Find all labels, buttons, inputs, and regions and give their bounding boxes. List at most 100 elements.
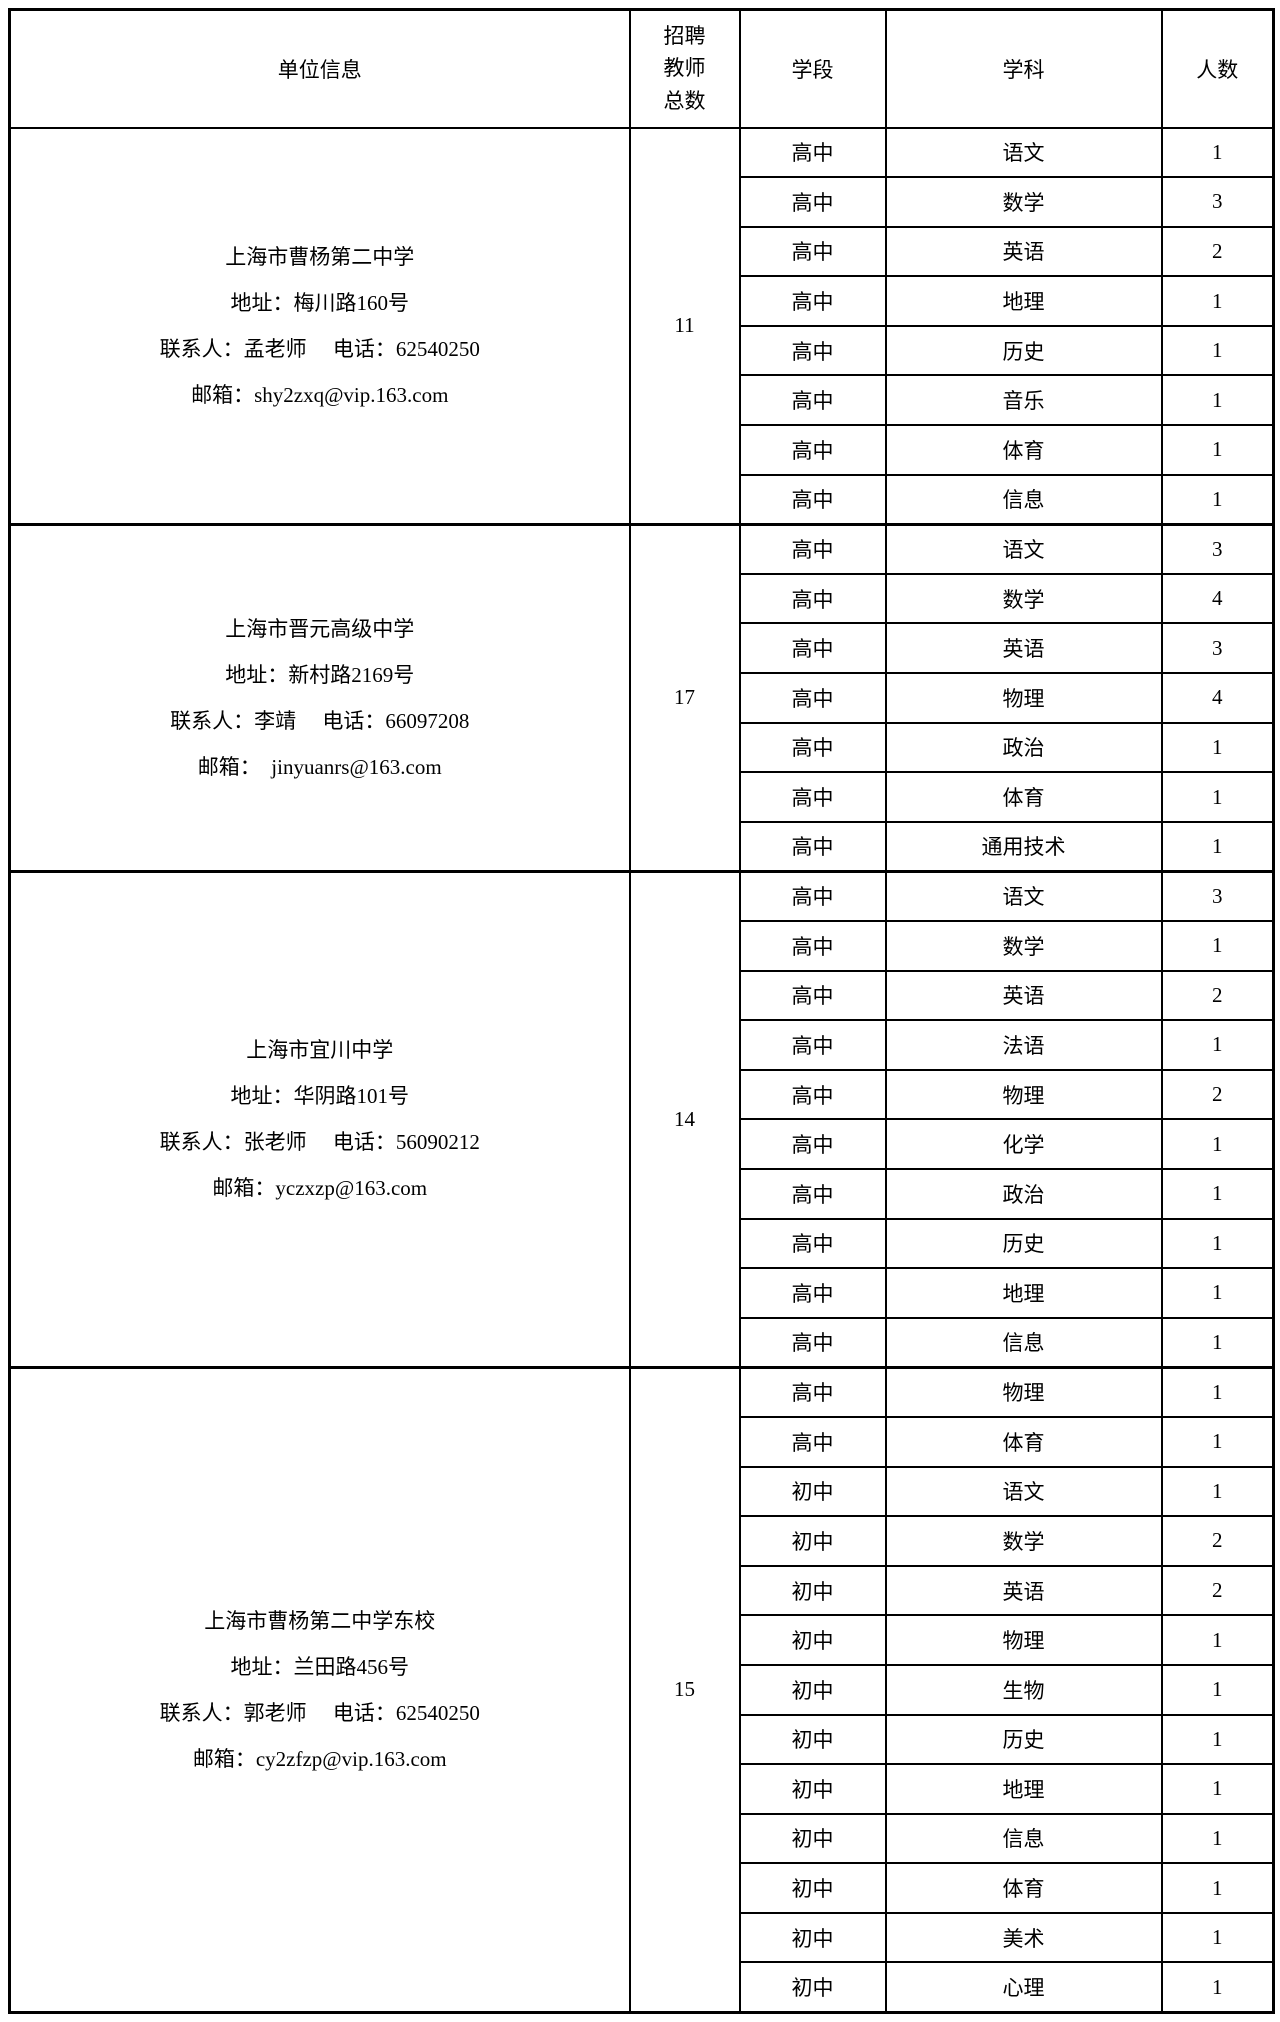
count-cell: 1 [1160, 1713, 1275, 1766]
stage-cell: 高中 [738, 1118, 887, 1170]
stage-cell: 高中 [738, 126, 887, 179]
subject-row: 高中 物理 4 [10, 672, 1275, 724]
subject-row: 高中 数学 3 [10, 176, 1275, 228]
count-cell: 3 [1160, 622, 1275, 675]
count-cell: 1 [1160, 126, 1275, 179]
count-cell: 2 [1160, 1564, 1275, 1617]
subject-row: 高中 地理 1 [10, 1267, 1275, 1319]
school-contact: 联系人：张老师 电话：56090212 [159, 1130, 480, 1155]
stage-cell: 高中 [738, 1316, 887, 1369]
count-cell: 1 [1160, 1365, 1275, 1418]
subject-row: 初中 信息 1 [10, 1812, 1275, 1865]
count-cell: 1 [1160, 1763, 1275, 1815]
subject-cell: 物理 [884, 1068, 1163, 1121]
subject-cell: 语文 [884, 126, 1163, 179]
count-cell: 1 [1160, 820, 1275, 873]
stage-cell: 高中 [738, 225, 887, 278]
school-contact: 联系人：郭老师 电话：62540250 [159, 1700, 480, 1725]
count-cell: 1 [1160, 324, 1275, 377]
subject-row: 上海市宜川中学 地址：华阴路101号 联系人：张老师 电话：56090212 邮箱：y… [8, 869, 1275, 1369]
school-name: 上海市宜川中学 [246, 1038, 394, 1063]
count-cell: 1 [1160, 1267, 1275, 1319]
subject-cell: 法语 [884, 1019, 1163, 1071]
subject-cell: 物理 [884, 672, 1163, 724]
subject-cell: 信息 [884, 473, 1163, 526]
header-subject: 学科 [884, 8, 1163, 129]
stage-cell: 高中 [738, 374, 887, 427]
count-cell: 1 [1160, 1217, 1275, 1270]
count-cell: 1 [1160, 721, 1275, 774]
subject-cell: 生物 [884, 1663, 1163, 1716]
count-cell: 3 [1160, 522, 1275, 575]
school-email: 邮箱：shy2zxq@vip.163.com [191, 382, 449, 407]
stage-cell: 初中 [738, 1465, 887, 1518]
stage-cell: 初中 [738, 1663, 887, 1716]
subject-row: 高中 物理 2 [10, 1068, 1275, 1121]
count-cell: 1 [1160, 424, 1275, 476]
school-name: 上海市曹杨第二中学东校 [204, 1608, 436, 1633]
count-cell: 1 [1160, 1614, 1275, 1666]
count-cell: 1 [1160, 1118, 1275, 1170]
count-cell: 2 [1160, 969, 1275, 1022]
subject-cell: 政治 [884, 1167, 1163, 1220]
subject-row: 初中 数学 2 [10, 1515, 1275, 1567]
stage-cell: 高中 [738, 820, 887, 873]
subject-cell: 语文 [884, 1465, 1163, 1518]
count-cell: 1 [1160, 1663, 1275, 1716]
count-cell: 1 [1160, 1019, 1275, 1071]
subject-row: 高中 法语 1 [10, 1019, 1275, 1071]
count-cell: 1 [1160, 1415, 1275, 1468]
subject-row: 高中 体育 1 [10, 1415, 1275, 1468]
stage-cell: 高中 [738, 1415, 887, 1468]
subject-cell: 美术 [884, 1911, 1163, 1964]
subject-cell: 地理 [884, 275, 1163, 327]
unit-info-cell: 上海市晋元高级中学 地址：新村路2169号 联系人：李靖 电话：66097208 邮箱… [8, 522, 631, 873]
subject-cell: 历史 [884, 324, 1163, 377]
stage-cell: 高中 [738, 275, 887, 327]
subject-cell: 英语 [884, 225, 1163, 278]
subject-row: 初中 历史 1 [10, 1713, 1275, 1766]
subject-cell: 心理 [884, 1961, 1163, 2014]
subject-row: 高中 政治 1 [10, 1167, 1275, 1220]
school-email: 邮箱：cy2zfzp@vip.163.com [192, 1746, 447, 1771]
subject-row: 高中 信息 1 [10, 1316, 1275, 1369]
recruitment-table: 单位信息 招聘 教师 总数 学段 学科 人数 上海市曹杨第二中学 地址：梅川路16… [8, 8, 1275, 2014]
count-cell: 1 [1160, 1812, 1275, 1865]
table-header: 单位信息 招聘 教师 总数 学段 学科 人数 [8, 8, 1275, 129]
count-cell: 1 [1160, 920, 1275, 972]
stage-cell: 高中 [738, 721, 887, 774]
stage-cell: 高中 [738, 771, 887, 823]
header-count: 人数 [1160, 8, 1275, 129]
count-cell: 1 [1160, 1167, 1275, 1220]
stage-cell: 高中 [738, 1167, 887, 1220]
stage-cell: 高中 [738, 473, 887, 526]
count-cell: 3 [1160, 176, 1275, 228]
count-cell: 1 [1160, 771, 1275, 823]
subject-row: 高中 历史 1 [10, 1217, 1275, 1270]
school-email: 邮箱： jinyuanrs@163.com [197, 754, 442, 779]
subject-row: 高中 音乐 1 [10, 374, 1275, 427]
unit-info-cell: 上海市曹杨第二中学东校 地址：兰田路456号联系人：郭老师 电话：62540250… [8, 1365, 631, 2014]
subject-cell: 英语 [884, 1564, 1163, 1617]
count-cell: 1 [1160, 374, 1275, 427]
school-contact: 联系人：孟老师 电话：62540250 [159, 336, 480, 361]
stage-cell: 高中 [738, 522, 887, 575]
stage-cell: 高中 [738, 869, 887, 922]
total-recruited-cell: 14 [628, 869, 741, 1369]
count-cell: 1 [1160, 275, 1275, 327]
subject-cell: 历史 [884, 1217, 1163, 1270]
school-address: 地址：兰田路456号 [230, 1654, 410, 1679]
subject-cell: 体育 [884, 424, 1163, 476]
subject-row: 高中 数学 4 [10, 572, 1275, 625]
subject-row: 初中 语文 1 [10, 1465, 1275, 1518]
subject-row: 高中 历史 1 [10, 324, 1275, 377]
stage-cell: 初中 [738, 1564, 887, 1617]
count-cell: 4 [1160, 672, 1275, 724]
subject-cell: 政治 [884, 721, 1163, 774]
count-cell: 2 [1160, 225, 1275, 278]
subject-row: 高中 政治 1 [10, 721, 1275, 774]
subject-cell: 体育 [884, 771, 1163, 823]
stage-cell: 高中 [738, 572, 887, 625]
stage-cell: 初中 [738, 1911, 887, 1964]
subject-cell: 数学 [884, 572, 1163, 625]
